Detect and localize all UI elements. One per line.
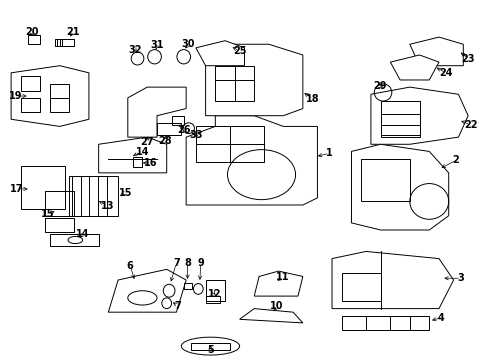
Bar: [205, 296, 220, 303]
Polygon shape: [351, 144, 448, 230]
Bar: [215, 66, 254, 102]
Text: 25: 25: [232, 46, 246, 56]
Text: 14: 14: [76, 229, 90, 239]
Text: 4: 4: [437, 312, 444, 323]
Text: 13: 13: [101, 201, 114, 211]
Text: 30: 30: [182, 39, 195, 49]
Polygon shape: [389, 55, 438, 80]
Polygon shape: [331, 251, 453, 309]
Bar: [380, 102, 419, 137]
Bar: [157, 123, 181, 135]
Text: 26: 26: [177, 125, 190, 135]
Bar: [361, 158, 409, 202]
Polygon shape: [108, 269, 186, 312]
Bar: [28, 35, 40, 44]
Text: 16: 16: [144, 158, 158, 168]
Text: 5: 5: [206, 345, 213, 355]
Text: 29: 29: [372, 81, 386, 91]
Text: 15: 15: [119, 188, 132, 198]
Bar: [45, 191, 74, 216]
Bar: [132, 157, 142, 167]
Polygon shape: [409, 37, 462, 66]
Polygon shape: [11, 66, 89, 126]
Text: 23: 23: [461, 54, 474, 64]
Bar: [50, 84, 69, 112]
Bar: [205, 280, 224, 301]
Polygon shape: [186, 116, 317, 205]
Text: 10: 10: [270, 301, 283, 311]
Polygon shape: [370, 87, 467, 144]
Text: 20: 20: [25, 27, 38, 37]
Polygon shape: [239, 309, 302, 323]
Text: 2: 2: [452, 156, 458, 165]
Text: 32: 32: [128, 45, 142, 55]
Text: 21: 21: [66, 27, 80, 37]
Polygon shape: [99, 137, 166, 173]
Polygon shape: [254, 271, 302, 296]
Bar: [45, 217, 74, 232]
Text: 28: 28: [158, 136, 172, 147]
Text: 9: 9: [197, 258, 203, 268]
Text: 24: 24: [439, 68, 452, 78]
Bar: [196, 126, 264, 162]
Text: 8: 8: [184, 258, 191, 268]
Bar: [69, 176, 118, 216]
Bar: [21, 166, 64, 208]
Polygon shape: [196, 41, 244, 66]
Text: 27: 27: [140, 138, 154, 148]
Bar: [21, 98, 40, 112]
Bar: [191, 342, 229, 350]
Text: 17: 17: [10, 184, 23, 194]
Text: 15: 15: [41, 209, 55, 219]
Bar: [21, 76, 40, 91]
Bar: [183, 283, 192, 289]
Text: 14: 14: [135, 147, 149, 157]
Text: 11: 11: [275, 272, 288, 282]
Polygon shape: [205, 44, 302, 116]
Text: 12: 12: [207, 289, 221, 298]
Text: 19: 19: [9, 91, 22, 101]
Text: 6: 6: [126, 261, 133, 271]
Text: 3: 3: [457, 273, 463, 283]
Text: 1: 1: [325, 148, 332, 158]
Bar: [55, 39, 74, 46]
Text: 18: 18: [305, 94, 319, 104]
Polygon shape: [127, 87, 186, 137]
Text: 31: 31: [150, 40, 163, 50]
Text: 7: 7: [173, 258, 180, 268]
Polygon shape: [341, 316, 428, 330]
Bar: [50, 234, 99, 246]
Text: 33: 33: [189, 130, 202, 140]
Text: 22: 22: [463, 120, 476, 130]
Text: 7: 7: [174, 301, 181, 311]
Bar: [341, 273, 380, 301]
Bar: [171, 116, 183, 125]
